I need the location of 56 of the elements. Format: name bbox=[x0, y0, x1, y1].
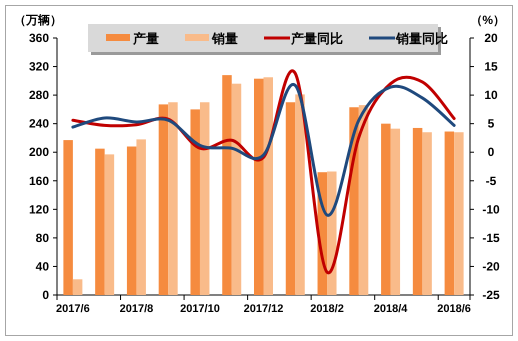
x-tick-label: 2018/2 bbox=[310, 303, 344, 315]
bar bbox=[104, 154, 114, 295]
bar bbox=[72, 279, 82, 295]
bar bbox=[190, 109, 200, 295]
y2-tick-label: -10 bbox=[482, 202, 500, 216]
bar bbox=[254, 78, 264, 295]
bar bbox=[264, 77, 273, 295]
x-tick-label: 2018/6 bbox=[437, 303, 471, 315]
legend-label: 销量 bbox=[211, 31, 238, 46]
y2-tick-label: -20 bbox=[482, 259, 500, 274]
legend-label: 产量同比 bbox=[290, 31, 343, 46]
bar bbox=[222, 75, 232, 295]
bar bbox=[390, 128, 400, 295]
y2-tick-label: 5 bbox=[488, 116, 495, 131]
y-tick-label: 80 bbox=[36, 230, 50, 245]
bar bbox=[454, 132, 464, 295]
y2-tick-label: -15 bbox=[482, 230, 500, 245]
bar bbox=[158, 104, 168, 295]
legend-label: 产量 bbox=[132, 31, 159, 46]
x-tick-label: 2018/4 bbox=[374, 303, 408, 315]
bar bbox=[444, 132, 454, 295]
y-tick-label: 360 bbox=[28, 31, 50, 45]
y-tick-label: 200 bbox=[28, 145, 50, 160]
bar bbox=[95, 148, 105, 295]
y-tick-label: 40 bbox=[36, 259, 50, 274]
bar bbox=[412, 128, 422, 295]
bar bbox=[358, 105, 368, 295]
bar bbox=[168, 102, 178, 295]
y-tick-label: 0 bbox=[42, 288, 50, 302]
y2-tick-label: 0 bbox=[488, 145, 495, 160]
y-tick-label: 240 bbox=[28, 116, 50, 131]
y2-tick-label: 20 bbox=[484, 31, 498, 45]
y2-tick-label: -5 bbox=[486, 174, 497, 188]
bar bbox=[295, 94, 305, 295]
y2-tick-label: 10 bbox=[484, 88, 498, 102]
y-tick-label: 320 bbox=[28, 60, 50, 74]
bar bbox=[286, 102, 296, 295]
x-tick-label: 2017/8 bbox=[120, 303, 154, 315]
x-tick-label: 2017/12 bbox=[244, 303, 284, 315]
legend-label: 销量同比 bbox=[395, 31, 448, 46]
y-axis-title: （万辆） bbox=[14, 13, 62, 27]
bar bbox=[381, 124, 391, 295]
bar bbox=[232, 84, 242, 295]
bar bbox=[63, 140, 73, 295]
y2-tick-label: -25 bbox=[482, 288, 500, 302]
y-tick-label: 280 bbox=[28, 88, 50, 102]
y-tick-label: 160 bbox=[28, 174, 50, 188]
bar bbox=[200, 102, 210, 295]
bar bbox=[126, 146, 136, 295]
x-tick-label: 2017/10 bbox=[180, 303, 220, 315]
x-tick-label: 2017/6 bbox=[56, 303, 90, 315]
bar bbox=[422, 132, 432, 295]
y2-axis-title: （%） bbox=[470, 13, 505, 27]
y-tick-label: 120 bbox=[28, 202, 50, 216]
bar bbox=[136, 139, 146, 295]
y2-tick-label: 15 bbox=[484, 60, 498, 74]
